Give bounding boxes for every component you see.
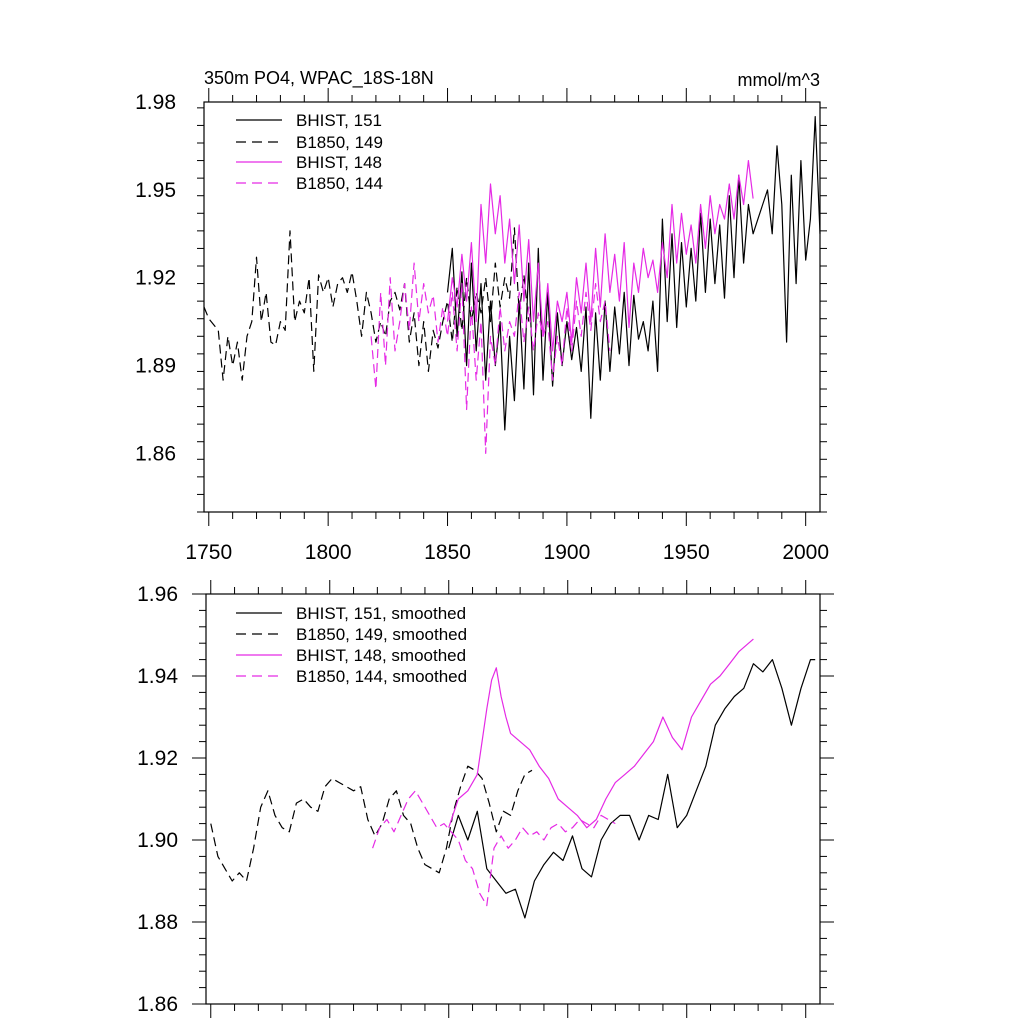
legend-label-bhist-151-smoothed: BHIST, 151, smoothed [296,604,466,623]
top-y-ticks: 1.86 1.89 1.92 1.95 1.98 [135,91,827,513]
top-x-tick-label: 2000 [782,541,829,564]
bottom-series-b1850-149-smoothed [210,765,533,882]
top-series-b1850-144 [370,262,611,454]
bottom-series-bhist-151-smoothed [448,658,816,919]
top-chart-title: 350m PO4, WPAC_18S-18N [204,68,434,89]
bottom-legend: BHIST, 151, smoothed B1850, 149, smoothe… [236,604,467,686]
legend-label-bhist-148-smoothed: BHIST, 148, smoothed [296,646,466,665]
bottom-series-group [210,638,816,919]
bottom-series-bhist-148-smoothed [448,638,754,829]
legend-label-b1850-149-smoothed: B1850, 149, smoothed [296,625,467,644]
bottom-y-tick-label: 1.92 [137,747,178,770]
legend-label-bhist-151: BHIST, 151 [296,111,382,130]
bottom-x-ticks [210,580,807,1018]
bottom-y-tick-label: 1.86 [137,993,178,1016]
top-y-tick-label: 1.98 [135,91,176,114]
top-series-group [203,115,821,454]
bottom-panel: 1.86 1.88 1.90 1.92 1.94 1.96 BHIST, 151, smo… [137,580,834,1018]
top-x-tick-label: 1850 [424,541,471,564]
top-y-tick-label: 1.95 [135,179,176,202]
legend-label-b1850-149: B1850, 149 [296,133,383,152]
legend-label-bhist-148: BHIST, 148 [296,153,382,172]
top-x-tick-label: 1950 [663,541,710,564]
top-x-tick-label: 1900 [544,541,591,564]
top-x-ticks: 1750 1800 1850 1900 1950 2000 [185,88,829,564]
top-y-tick-label: 1.89 [135,355,176,378]
bottom-y-ticks: 1.86 1.88 1.90 1.92 1.94 1.96 [137,583,834,1016]
top-series-bhist-148 [446,160,754,352]
bottom-y-tick-label: 1.90 [137,829,178,852]
top-panel: 350m PO4, WPAC_18S-18N mmol/m^3 1.86 1.89… [135,68,829,564]
top-y-tick-label: 1.92 [135,267,176,290]
top-series-bhist-151 [446,115,821,431]
top-units-label: mmol/m^3 [738,70,820,90]
legend-label-b1850-144: B1850, 144 [296,174,383,193]
legend-label-b1850-144-smoothed: B1850, 144, smoothed [296,667,467,686]
top-legend: BHIST, 151 B1850, 149 BHIST, 148 B1850, … [236,111,383,193]
bottom-y-tick-label: 1.88 [137,911,178,934]
bottom-series-b1850-144-smoothed [372,790,616,907]
bottom-y-tick-label: 1.96 [137,583,178,606]
top-x-tick-label: 1750 [185,541,232,564]
bottom-plot-frame [205,593,821,1005]
top-x-tick-label: 1800 [305,541,352,564]
bottom-y-tick-label: 1.94 [137,665,178,688]
top-y-tick-label: 1.86 [135,442,176,465]
